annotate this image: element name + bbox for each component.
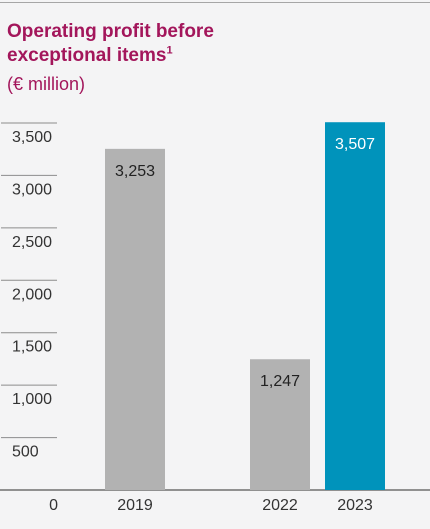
y-tick-label: 1,000	[12, 391, 52, 408]
y-tick-label: 500	[12, 444, 39, 461]
y-tick-label: 2,000	[12, 286, 52, 303]
y-tick-label: 3,000	[12, 181, 52, 198]
data-label-2019: 3,253	[115, 163, 155, 180]
y-tick-label: 0	[49, 497, 58, 514]
chart-title: Operating profit before exceptional item…	[7, 20, 214, 68]
chart-title-line-1: Operating profit before	[7, 21, 214, 42]
chart-title-line-2-text: exceptional items	[7, 45, 167, 66]
data-label-2023: 3,507	[335, 136, 375, 153]
bar-2022	[250, 359, 310, 490]
y-tick-label: 3,500	[12, 129, 52, 146]
y-tick-label: 2,500	[12, 234, 52, 251]
footnote-marker: 1	[166, 44, 173, 57]
data-label-2022: 1,247	[260, 373, 300, 390]
x-tick-label-2023: 2023	[337, 497, 373, 514]
chart-title-line-2: exceptional items1	[7, 44, 214, 68]
unit-label: (€ million)	[7, 74, 86, 94]
x-tick-label-2019: 2019	[117, 497, 153, 514]
top-rule	[0, 2, 430, 3]
y-tick-label: 1,500	[12, 339, 52, 356]
x-tick-label-2022: 2022	[262, 497, 298, 514]
bar-2023	[325, 122, 385, 490]
bar-2019	[105, 148, 165, 490]
